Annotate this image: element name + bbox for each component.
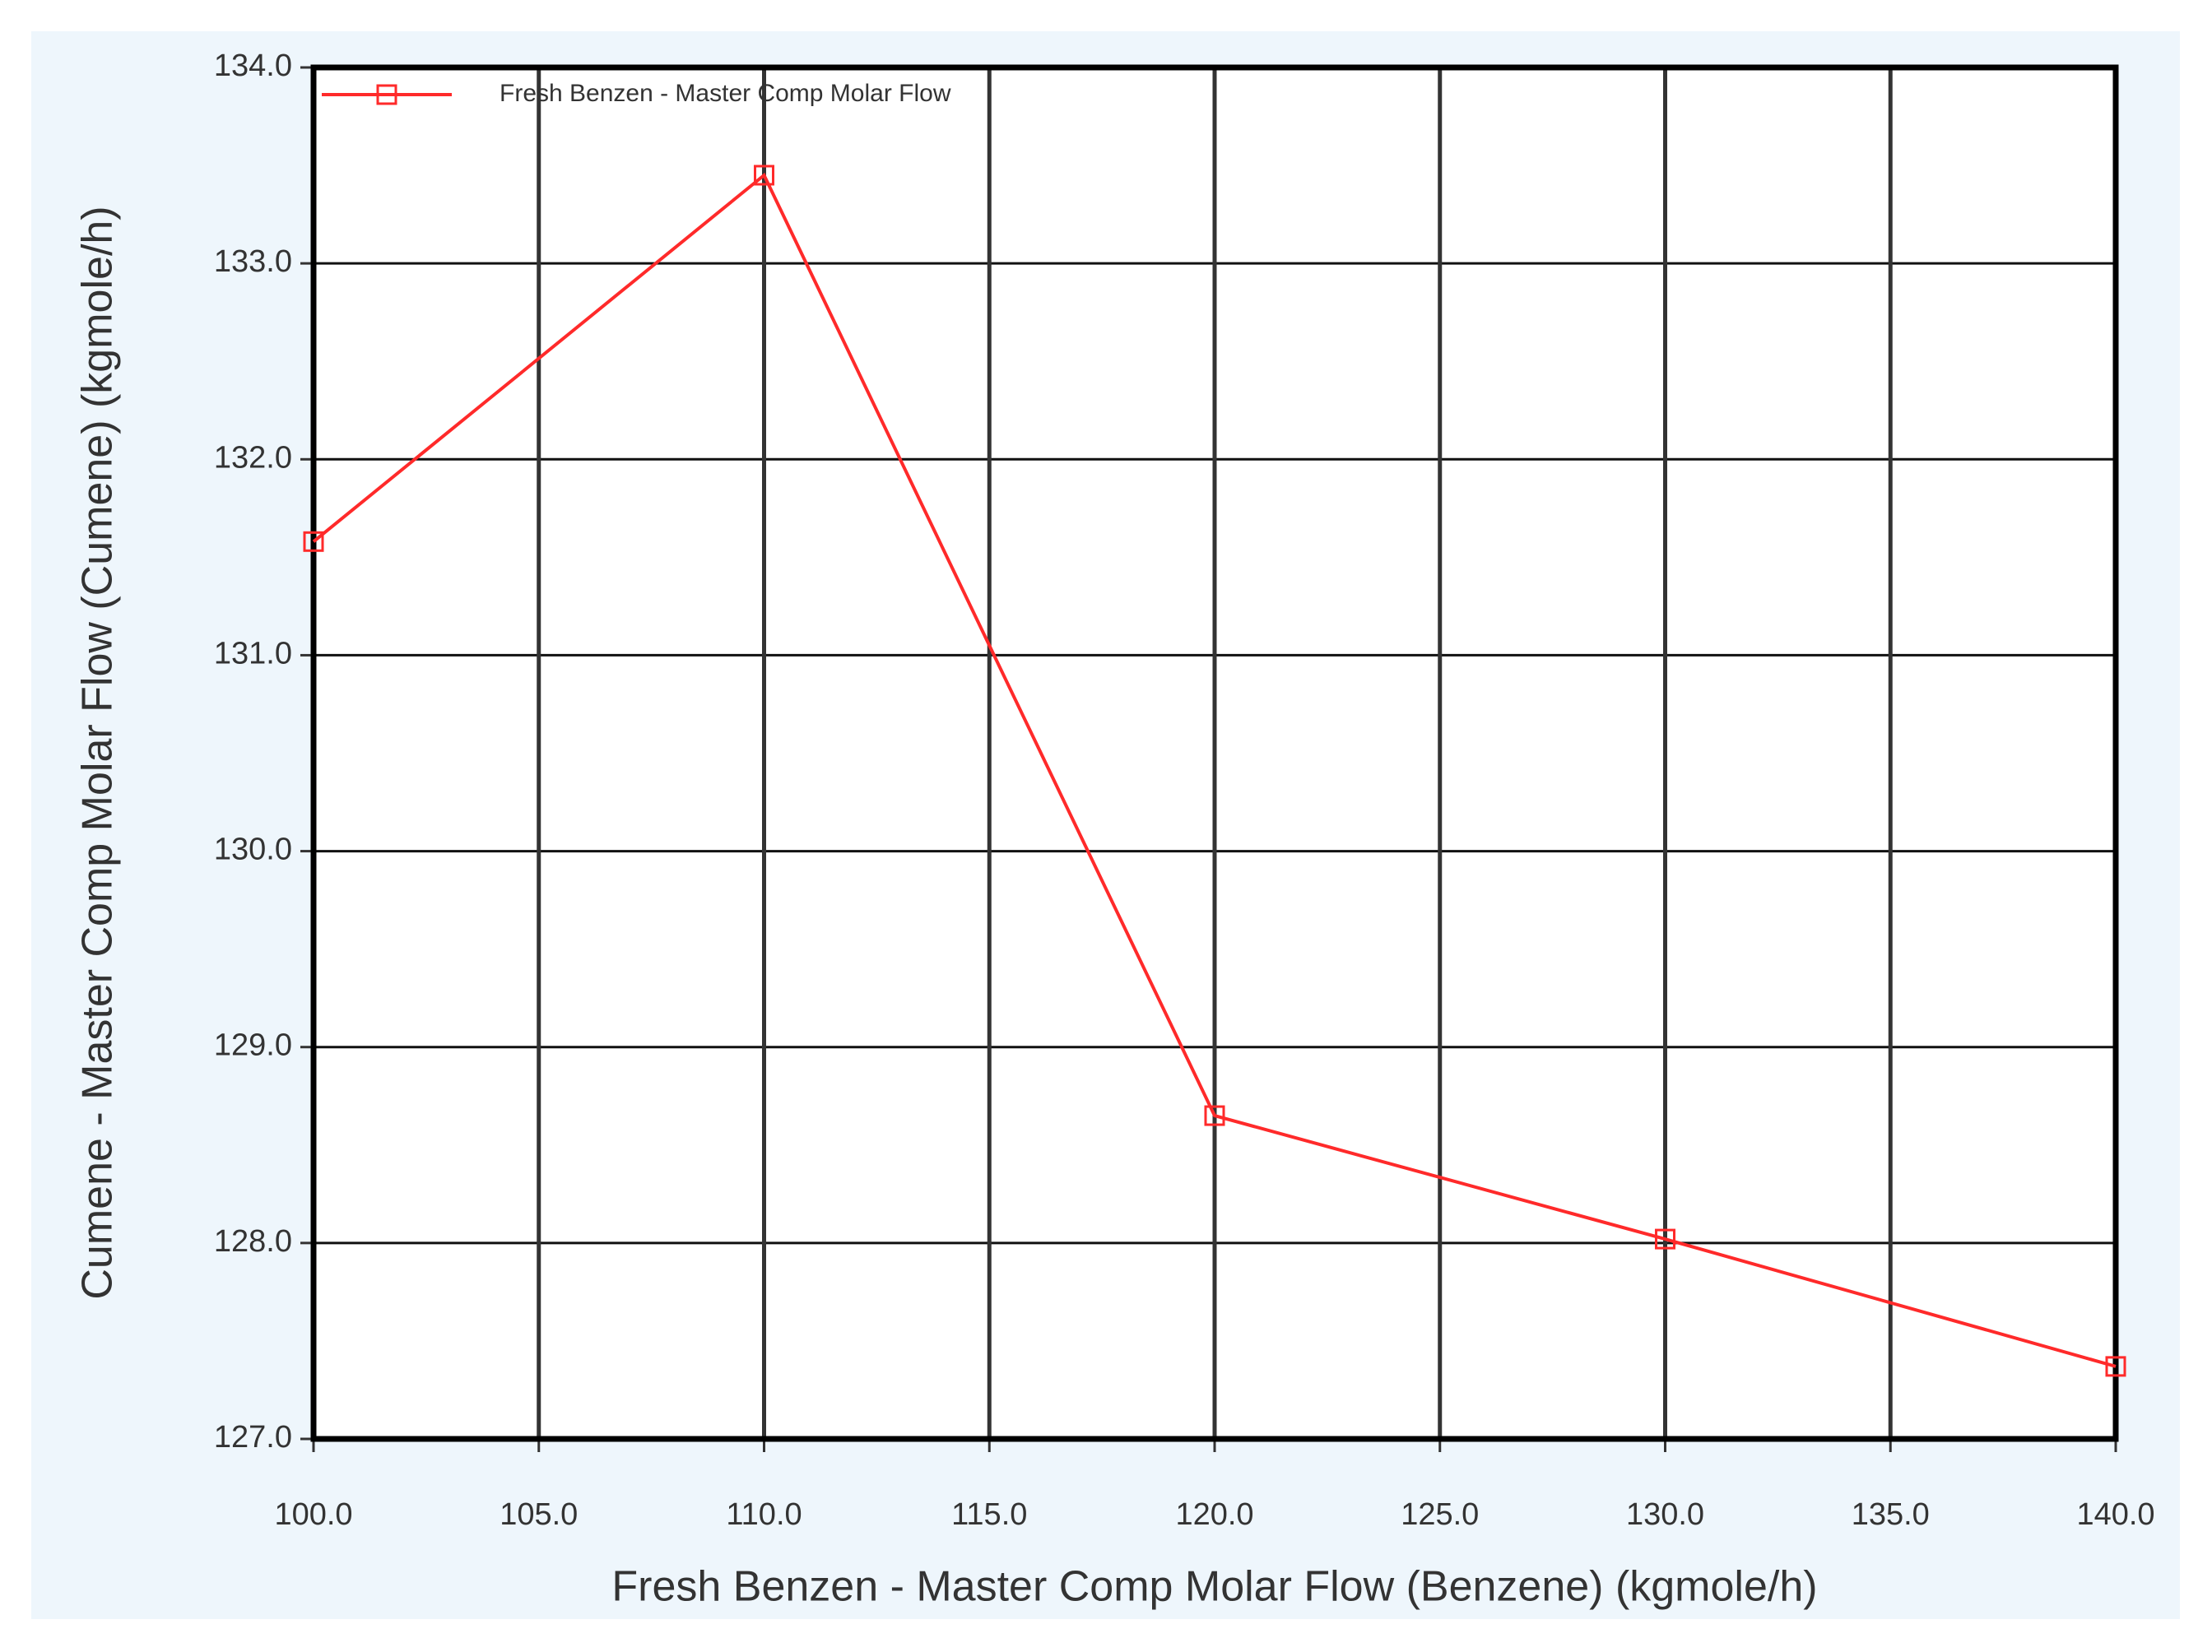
y-axis-label: Cumene - Master Comp Molar Flow (Cumene)… xyxy=(74,206,122,1299)
x-tick-label: 115.0 xyxy=(951,1497,1027,1532)
data-point xyxy=(303,531,324,552)
x-tick-label: 130.0 xyxy=(1626,1497,1704,1532)
y-tick-label: 129.0 xyxy=(214,1028,292,1063)
y-tick-label: 127.0 xyxy=(214,1420,292,1455)
plot-border xyxy=(310,64,2119,1442)
y-tick-label: 133.0 xyxy=(214,244,292,279)
y-tick-label: 128.0 xyxy=(214,1224,292,1259)
x-tick-label: 105.0 xyxy=(500,1497,578,1532)
data-point xyxy=(1204,1105,1225,1126)
x-tick-label: 110.0 xyxy=(726,1497,802,1532)
data-point xyxy=(2105,1356,2126,1377)
x-tick-label: 140.0 xyxy=(2076,1497,2154,1532)
x-tick-label: 100.0 xyxy=(274,1497,352,1532)
y-tick-label: 130.0 xyxy=(214,833,292,867)
x-tick-label: 125.0 xyxy=(1401,1497,1479,1532)
legend-marker xyxy=(376,84,397,105)
legend-label: Fresh Benzen - Master Comp Molar Flow xyxy=(500,80,951,107)
x-tick-label: 120.0 xyxy=(1175,1497,1253,1532)
data-point xyxy=(754,165,774,186)
data-point xyxy=(1655,1228,1675,1250)
x-axis-label: Fresh Benzen - Master Comp Molar Flow (B… xyxy=(611,1563,1817,1611)
y-tick-label: 131.0 xyxy=(214,636,292,671)
x-tick-label: 135.0 xyxy=(1852,1497,1930,1532)
y-tick-label: 134.0 xyxy=(214,49,292,83)
y-tick-label: 132.0 xyxy=(214,440,292,475)
series-line xyxy=(312,172,2117,1368)
